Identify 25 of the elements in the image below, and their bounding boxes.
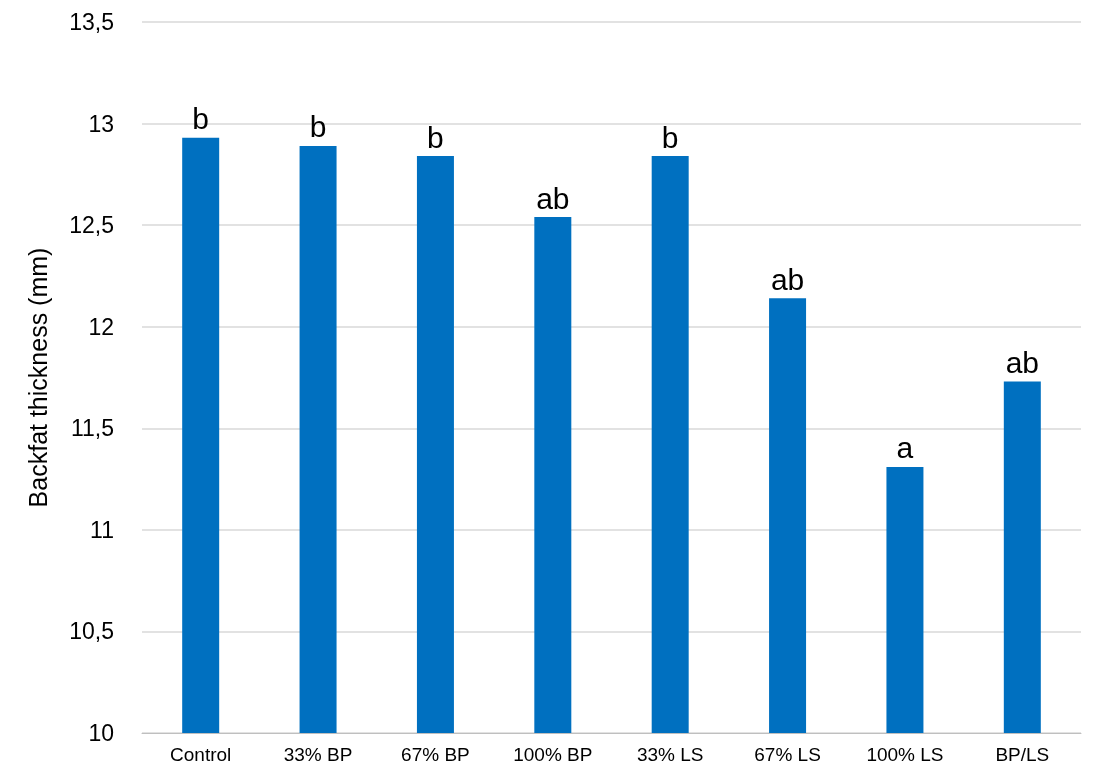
x-tick-label: 67% LS xyxy=(754,744,821,765)
y-tick-label: 10 xyxy=(88,720,114,746)
y-axis-title: Backfat thickness (mm) xyxy=(23,247,52,508)
y-tick-label: 10,5 xyxy=(69,618,114,645)
y-tick-label: 12 xyxy=(88,313,114,340)
annotation: ab xyxy=(536,181,570,215)
y-tick-label: 12,5 xyxy=(69,212,114,239)
x-tick-label: Control xyxy=(170,744,232,765)
annotation: b xyxy=(661,120,679,154)
annotation: b xyxy=(309,110,327,144)
annotation: a xyxy=(896,431,914,465)
annotation: b xyxy=(427,120,444,154)
annotation: b xyxy=(192,102,210,136)
x-tick-label: BP/LS xyxy=(995,744,1050,765)
x-tick-label: 67% BP xyxy=(401,744,470,765)
x-tick-label: 33% LS xyxy=(636,744,704,765)
x-tick-label: 100% BP xyxy=(513,744,593,765)
x-tick-label: 100% LS xyxy=(866,744,944,765)
y-tick-label: 13,5 xyxy=(69,9,114,35)
y-tick-label: 11,5 xyxy=(70,415,114,442)
annotation: ab xyxy=(1005,346,1039,380)
y-tick-label: 11 xyxy=(90,516,114,543)
x-tick-label: 33% BP xyxy=(283,744,353,765)
y-tick-label: 13 xyxy=(88,110,114,137)
annotation: ab xyxy=(770,262,805,296)
